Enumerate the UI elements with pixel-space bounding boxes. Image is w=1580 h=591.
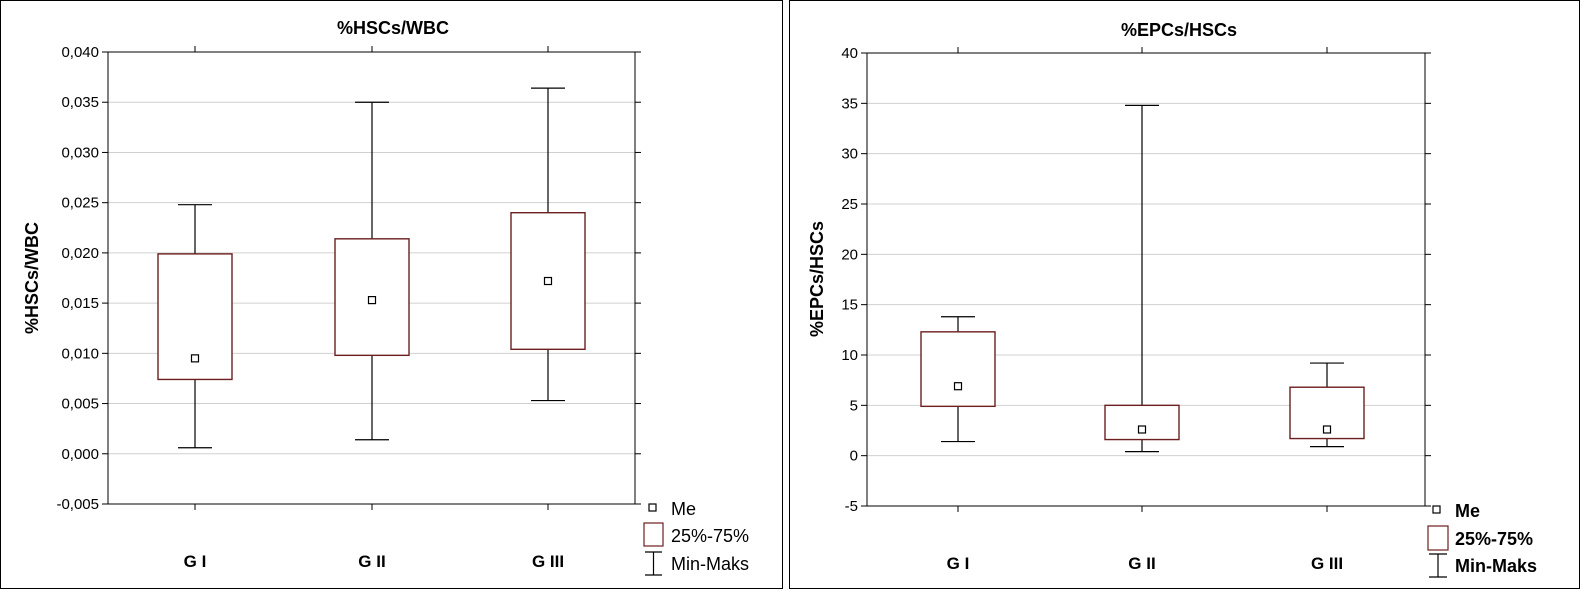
legend-label-whisker: Min-Maks xyxy=(671,554,749,574)
y-axis-label: %HSCs/WBC xyxy=(22,222,42,334)
y-tick-label: 0 xyxy=(850,448,858,465)
median-marker xyxy=(367,295,377,305)
legend-label-box: 25%-75% xyxy=(1455,529,1533,549)
iqr-box xyxy=(1104,404,1180,441)
y-tick-label: -0,005 xyxy=(56,496,99,513)
y-tick-label: 25 xyxy=(841,196,858,213)
y-tick-label: 0,015 xyxy=(61,295,99,312)
y-axis-label: %EPCs/HSCs xyxy=(807,221,827,337)
y-tick-label: -5 xyxy=(845,498,858,515)
chart-epcs-hscs: %EPCs/HSCs %EPCs/HSCs 40 35 30 25 20 15 10 5 0 -5… xyxy=(807,20,1537,578)
legend-label-box: 25%-75% xyxy=(671,526,749,546)
y-tick-label: 10 xyxy=(841,347,858,364)
x-tick-label: G III xyxy=(1311,554,1343,573)
x-tick-label: G III xyxy=(532,552,564,571)
legend-whisker-icon xyxy=(645,551,662,576)
median-marker xyxy=(1322,425,1332,434)
legend-median-icon xyxy=(648,503,657,512)
y-tick-label: 0,040 xyxy=(61,44,99,61)
legend: Me 25%-75% Min-Maks xyxy=(1427,501,1537,578)
legend-median-icon xyxy=(1432,505,1441,514)
legend: Me 25%-75% Min-Maks xyxy=(643,499,749,576)
x-tick-label: G I xyxy=(184,552,207,571)
box-plot-1 xyxy=(920,316,996,443)
legend-box-icon xyxy=(1427,525,1449,551)
legend-label-whisker: Min-Maks xyxy=(1455,556,1537,576)
chart-title: %EPCs/HSCs xyxy=(1121,20,1237,40)
median-marker xyxy=(543,276,553,286)
y-tick-label: 0,000 xyxy=(61,446,99,463)
chart-hscs-wbc: %HSCs/WBC %HSCs/WBC 0,040 0,035 0,030 0,025… xyxy=(22,18,749,576)
y-tick-label: 5 xyxy=(850,397,858,414)
chart-title: %HSCs/WBC xyxy=(337,18,449,38)
median-marker xyxy=(953,382,963,391)
plot-frame xyxy=(866,52,1426,507)
y-tick-label: 30 xyxy=(841,146,858,163)
legend-label-median: Me xyxy=(671,499,696,519)
iqr-box xyxy=(920,331,996,408)
y-tick-label: 0,030 xyxy=(61,144,99,161)
legend-label-median: Me xyxy=(1455,501,1480,521)
box-plot-3 xyxy=(1289,362,1365,448)
y-tick-label: 0,035 xyxy=(61,94,99,111)
box-plot-1 xyxy=(157,204,233,449)
chart-panel-hscs-wbc: %HSCs/WBC %HSCs/WBC 0,040 0,035 0,030 0,025… xyxy=(0,0,783,589)
y-tick-label: 0,005 xyxy=(61,396,99,413)
y-tick-label: 20 xyxy=(841,246,858,263)
chart-panel-epcs-hscs: %EPCs/HSCs %EPCs/HSCs 40 35 30 25 20 15 10 5 0 -5… xyxy=(789,0,1580,589)
y-tick-label: 15 xyxy=(841,297,858,314)
x-tick-label: G II xyxy=(358,552,385,571)
legend-whisker-icon xyxy=(1429,553,1447,578)
y-tick-label: 35 xyxy=(841,95,858,112)
y-tick-label: 0,020 xyxy=(61,245,99,262)
box-plot-2 xyxy=(334,101,410,441)
y-tick-label: 40 xyxy=(841,45,858,62)
legend-box-icon xyxy=(643,522,664,547)
x-tick-label: G II xyxy=(1128,554,1155,573)
median-marker xyxy=(1137,425,1147,434)
box-plot-3 xyxy=(510,87,586,402)
x-tick-label: G I xyxy=(947,554,970,573)
median-marker xyxy=(190,354,200,363)
y-tick-label: 0,010 xyxy=(61,345,99,362)
y-tick-label: 0,025 xyxy=(61,195,99,212)
box-plot-2 xyxy=(1104,104,1180,453)
